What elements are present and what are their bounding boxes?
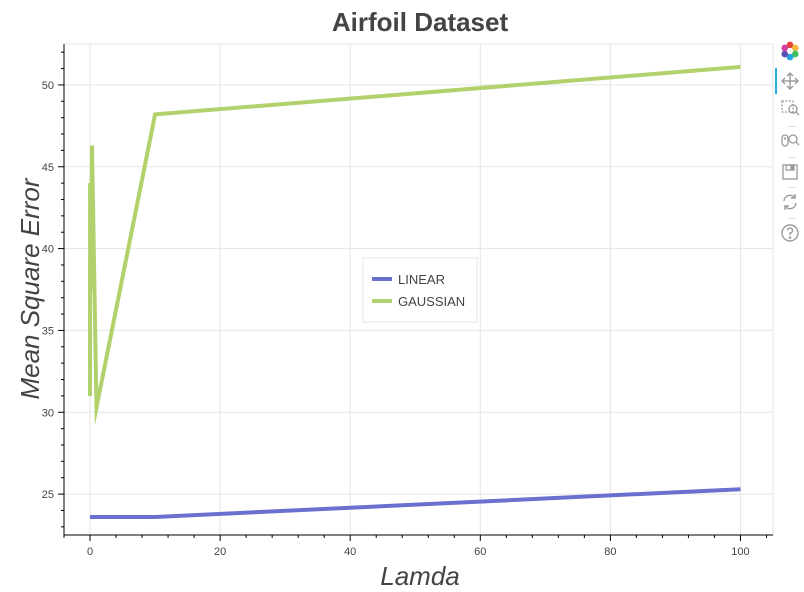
legend-label-linear: LINEAR [398,272,445,287]
series-line-gaussian [88,64,741,426]
toolbar [775,38,804,248]
bokeh-logo-icon[interactable] [779,40,801,62]
legend-box [362,257,478,323]
legend-label-gaussian: GAUSSIAN [398,294,465,309]
x-tick-label: 80 [604,546,616,558]
x-tick-label: 40 [344,546,356,558]
toolbar-separator [788,187,796,188]
save-tool-icon[interactable] [779,161,801,183]
x-tick-label: 60 [474,546,486,558]
x-axis-label: Lamda [380,561,460,591]
y-tick-label: 30 [42,407,54,419]
y-tick-label: 40 [42,244,54,256]
reset-tool-icon[interactable] [779,191,801,213]
x-tick-label: 0 [87,546,93,558]
x-tick-label: 20 [214,546,226,558]
y-tick-label: 35 [42,325,54,337]
series-line-linear [90,487,741,519]
active-tool-indicator [775,68,777,94]
help-tool-icon[interactable] [779,222,801,244]
toolbar-separator [788,126,796,127]
pan-tool-icon[interactable] [779,70,801,92]
chart-title: Airfoil Dataset [332,7,509,37]
toolbar-separator [788,218,796,219]
y-axis-label: Mean Square Error [15,177,45,399]
axes: 0 20 40 60 80 100 25 30 35 40 45 50 [42,44,773,558]
legend: LINEAR GAUSSIAN [362,257,478,323]
grid [64,44,773,535]
box-zoom-tool-icon[interactable] [779,98,801,120]
wheel-zoom-tool-icon[interactable] [779,130,801,152]
series-lines [88,64,741,519]
y-tick-label: 45 [42,162,54,174]
toolbar-separator [788,157,796,158]
y-tick-label: 25 [42,489,54,501]
y-tick-label: 50 [42,80,54,92]
x-tick-label: 100 [731,546,749,558]
